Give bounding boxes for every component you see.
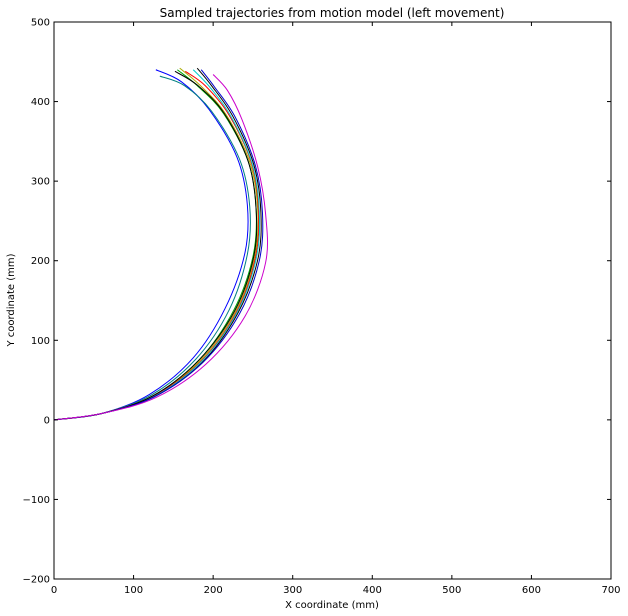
- trajectory-line-10: [53, 74, 269, 421]
- plot-area: [53, 67, 269, 421]
- y-tick-label: 0: [44, 415, 50, 426]
- trajectory-line-4: [53, 67, 259, 421]
- y-tick-label: 200: [31, 256, 50, 267]
- trajectory-line-7: [53, 70, 258, 421]
- y-tick-label: 300: [31, 177, 50, 188]
- trajectory-line-5: [53, 70, 260, 421]
- x-tick-label: 0: [51, 585, 57, 596]
- trajectory-line-9: [53, 69, 264, 421]
- x-axis-label: X coordinate (mm): [285, 600, 379, 611]
- y-tick-label: −100: [23, 495, 50, 506]
- chart-title: Sampled trajectories from motion model (…: [160, 6, 505, 20]
- axis-ticks: 0 100 200 300 400 500 600 700 −200 −100 0 100 200 300…: [23, 18, 621, 597]
- x-tick-label: 400: [363, 585, 382, 596]
- x-tick-label: 600: [522, 585, 541, 596]
- y-tick-label: 500: [31, 18, 50, 29]
- y-tick-label: 100: [31, 336, 50, 347]
- x-tick-label: 300: [283, 585, 302, 596]
- trajectory-line-2: [53, 75, 251, 421]
- x-tick-label: 100: [124, 585, 143, 596]
- x-tick-label: 200: [204, 585, 223, 596]
- x-tick-label: 700: [601, 585, 620, 596]
- plot-frame: [53, 21, 612, 580]
- y-tick-label: 400: [31, 97, 50, 108]
- y-axis-label: Y coordinate (mm): [6, 253, 17, 347]
- trajectory-line-3: [53, 69, 257, 421]
- y-tick-label: −200: [23, 575, 50, 586]
- x-tick-label: 500: [442, 585, 461, 596]
